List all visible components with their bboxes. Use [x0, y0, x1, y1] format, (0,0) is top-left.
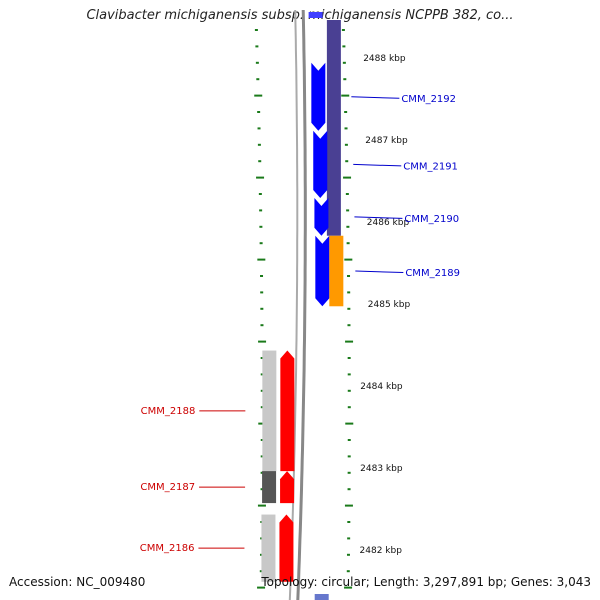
cds-arrow-cmm_2192 — [311, 62, 326, 131]
cds-arrow-cmm_2191 — [313, 130, 328, 199]
gene-label: CMM_2186 — [140, 543, 195, 554]
cds-arrow-cmm_2190 — [314, 198, 329, 236]
topology-summary-text: Topology: circular; Length: 3,297,891 bp… — [261, 575, 591, 589]
gene-label: CMM_2188 — [141, 406, 196, 417]
orange-feature-bar — [329, 235, 344, 307]
gene-label: CMM_2192 — [401, 94, 456, 105]
cds-arrow-cmm_2188 — [280, 350, 295, 472]
reverse-track-bar-cmm_2186 — [261, 514, 276, 582]
forward-track-bar — [326, 20, 341, 236]
gene-label: CMM_2187 — [140, 482, 195, 493]
backbone — [288, 9, 307, 600]
reverse-track-bar-cmm_2188 — [262, 350, 277, 472]
ruler-label: 2482 kbp — [360, 546, 403, 556]
backbone-line-outer — [296, 9, 307, 600]
label-leader-line — [353, 163, 402, 167]
label-leader-line — [354, 216, 403, 219]
gene-label: CMM_2191 — [403, 161, 458, 172]
gene-label: CMM_2189 — [405, 268, 460, 279]
cds-arrow-cmm_2189 — [315, 235, 330, 307]
ruler-label: 2488 kbp — [363, 54, 406, 64]
ruler-label: 2483 kbp — [360, 464, 403, 474]
map-title: Clavibacter michiganensis subsp. michiga… — [86, 8, 514, 23]
ruler-label: 2487 kbp — [365, 136, 408, 146]
label-leader-line — [355, 270, 404, 274]
reverse-track-bar-cmm_2187 — [262, 471, 277, 504]
feature-labels: 2488 kbp 2487 kbp 2486 kbp 2485 kbp 2484 kbp… — [140, 54, 460, 556]
ruler-label: 2486 kbp — [367, 218, 410, 228]
backbone-line-inner — [288, 9, 299, 600]
gene-label: CMM_2190 — [404, 214, 459, 225]
accession-text: Accession: NC_009480 — [9, 575, 146, 589]
cds-arrow-cmm_2186 — [279, 514, 294, 582]
cds-arrow-cmm_2187 — [280, 471, 295, 504]
forward-cds-partial-top — [308, 12, 323, 18]
ruler-label: 2484 kbp — [360, 382, 403, 392]
label-leader-line — [351, 96, 400, 99]
forward-cds-partial-bottom — [314, 594, 329, 600]
feature-tracks — [261, 12, 344, 600]
ruler-label: 2485 kbp — [368, 300, 411, 310]
